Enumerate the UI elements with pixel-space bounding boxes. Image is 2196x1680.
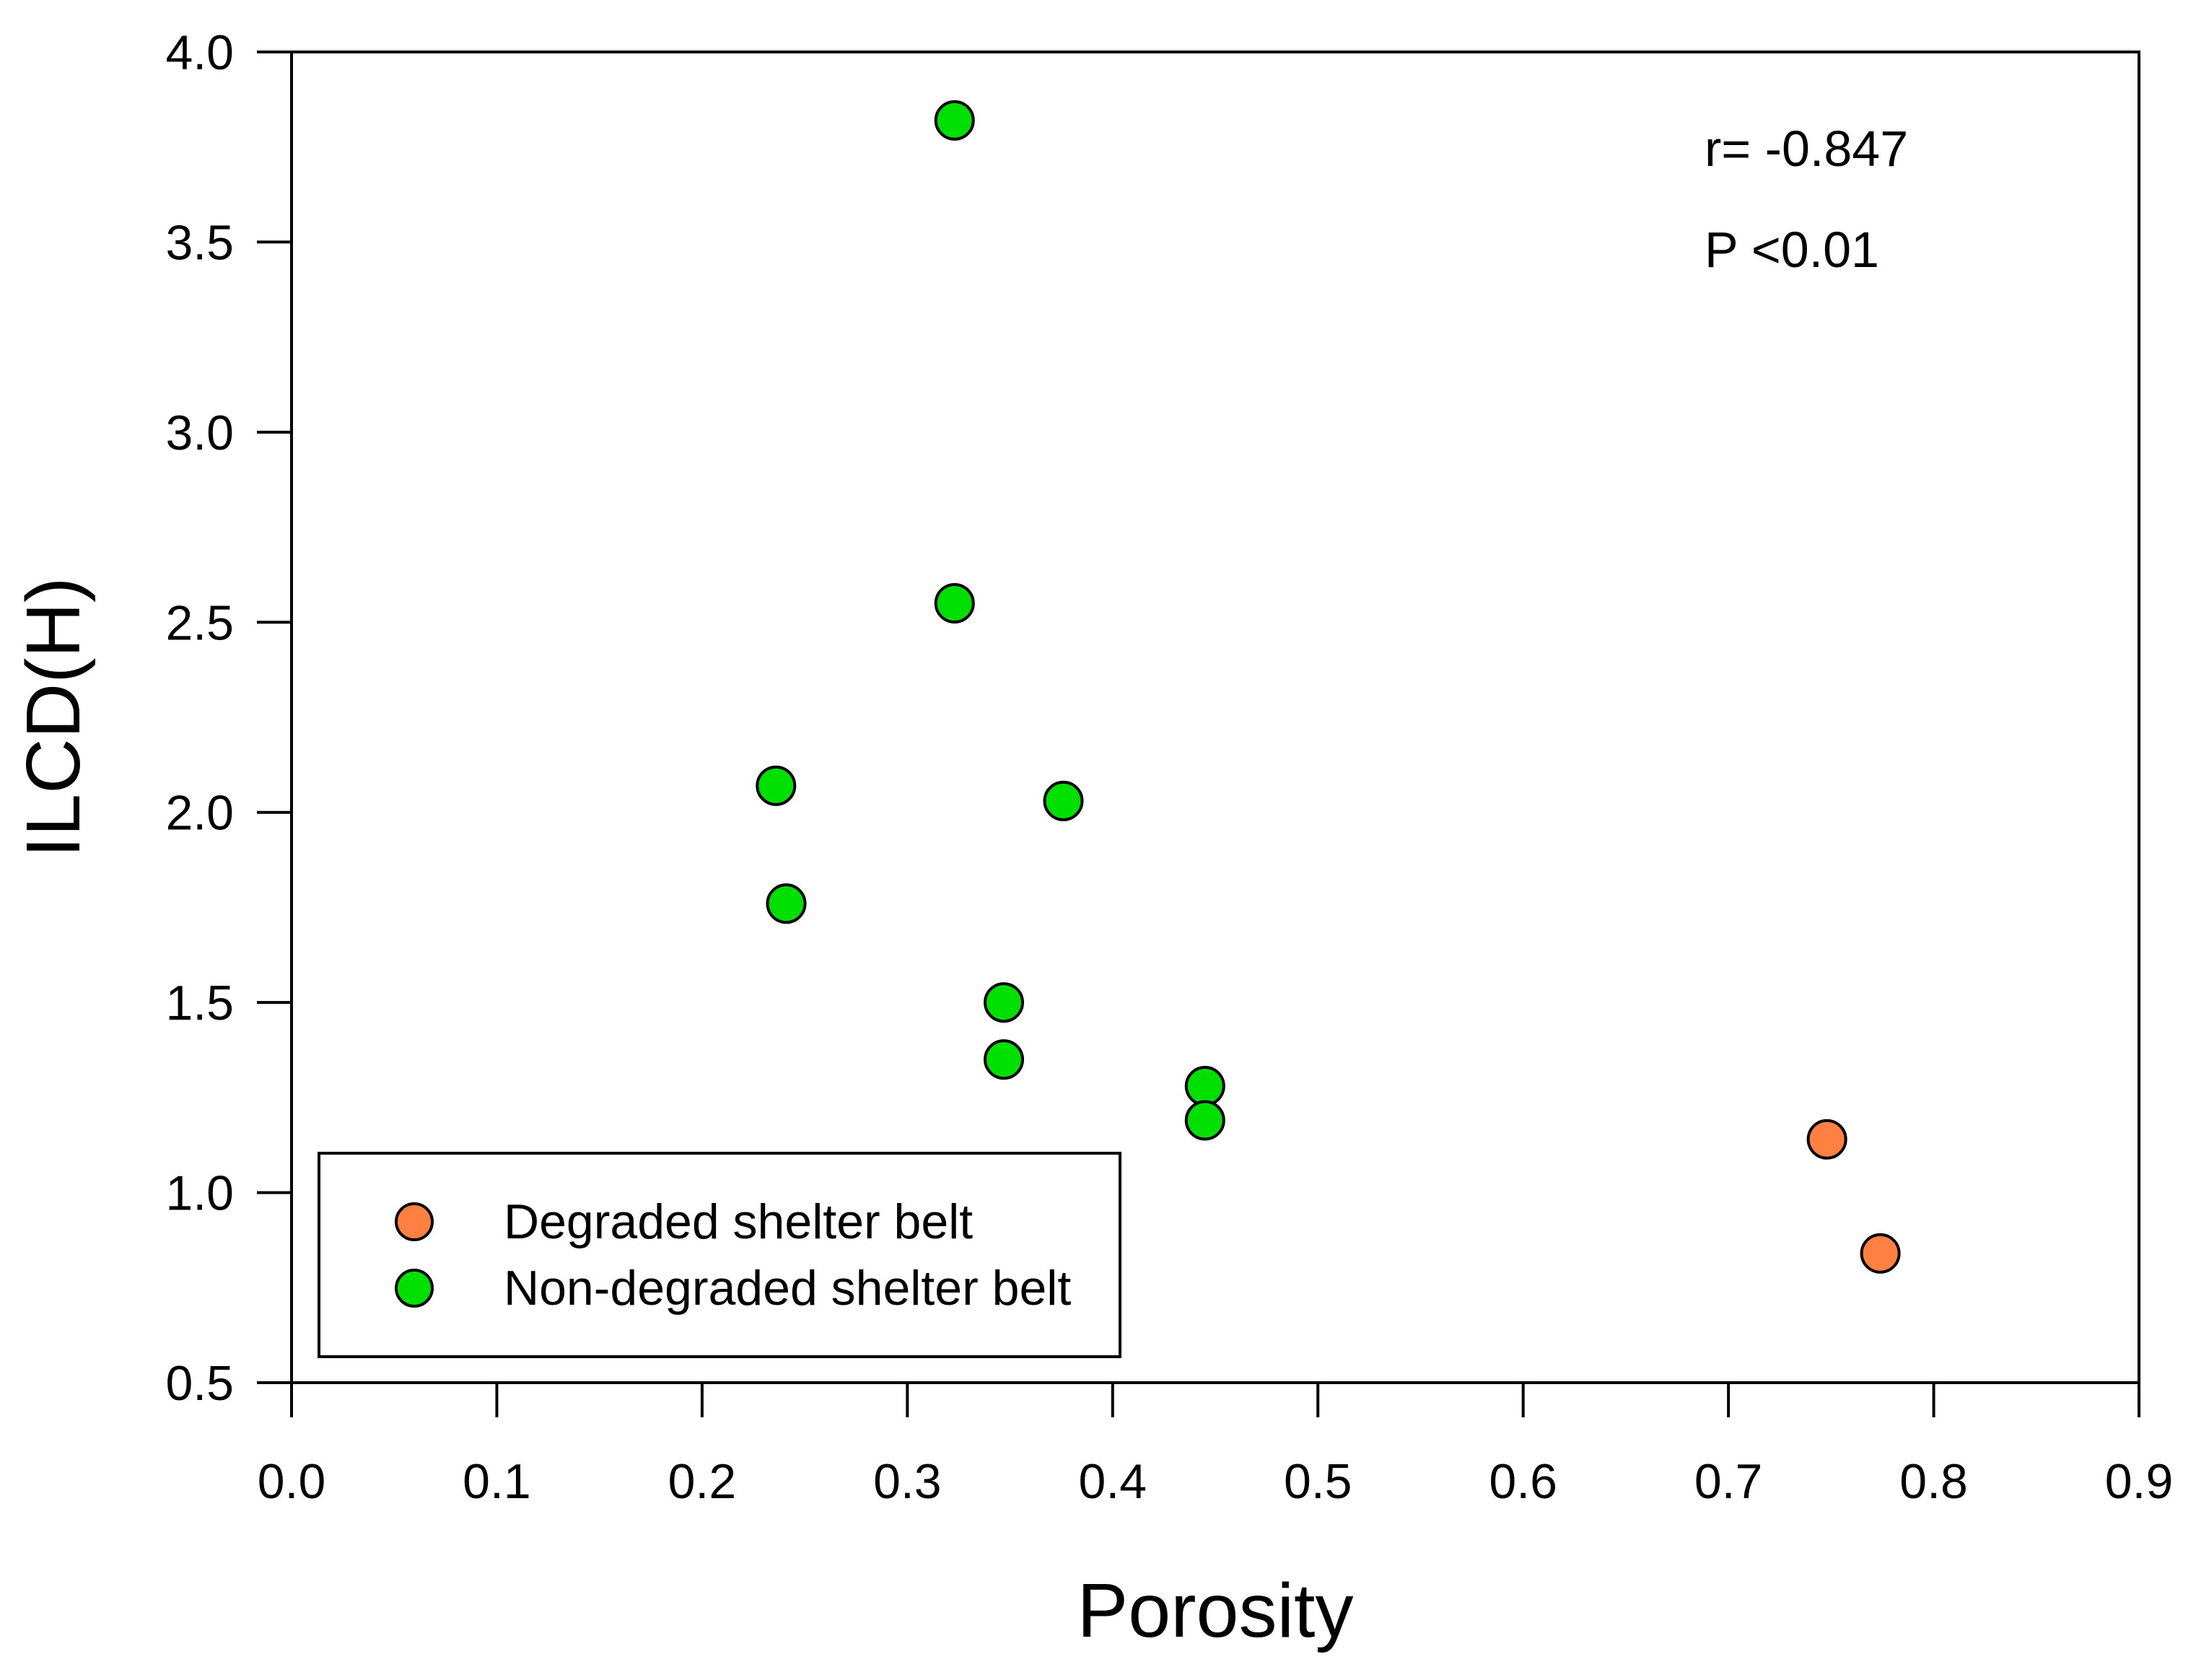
y-tick-label: 3.0 xyxy=(165,406,234,460)
x-axis: 0.0 0.1 0.2 0.3 0.4 0.5 0.6 0.7 0.8 0.9 xyxy=(258,1383,2174,1509)
y-tick-label: 3.5 xyxy=(165,215,234,270)
y-axis-title: ILCD(H) xyxy=(11,577,96,858)
y-tick-label: 1.5 xyxy=(165,976,234,1031)
x-tick-label: 0.1 xyxy=(463,1454,531,1509)
data-point-non-degraded xyxy=(984,982,1025,1023)
legend-box xyxy=(318,1152,1121,1358)
data-point-non-degraded xyxy=(756,765,797,806)
legend-label-non-degraded: Non-degraded shelter belt xyxy=(504,1261,1071,1316)
y-tick-label: 1.0 xyxy=(165,1166,234,1221)
data-point-non-degraded xyxy=(1184,1066,1225,1107)
y-tick-label: 2.5 xyxy=(165,595,234,650)
data-point-non-degraded xyxy=(934,582,975,624)
x-tick-label: 0.9 xyxy=(2105,1454,2174,1509)
x-tick-label: 0.8 xyxy=(1899,1454,1968,1509)
correlation-annotation: r= -0.847 xyxy=(1705,121,1908,177)
y-tick-label: 2.0 xyxy=(165,786,234,841)
x-tick-label: 0.0 xyxy=(258,1454,326,1509)
x-tick-label: 0.4 xyxy=(1079,1454,1147,1509)
data-point-non-degraded xyxy=(934,100,975,141)
p-value-annotation: P <0.01 xyxy=(1705,222,1879,278)
legend-marker-degraded xyxy=(395,1202,434,1241)
x-tick-label: 0.7 xyxy=(1694,1454,1763,1509)
x-tick-label: 0.6 xyxy=(1489,1454,1557,1509)
x-tick-label: 0.3 xyxy=(873,1454,942,1509)
y-tick-label: 0.5 xyxy=(165,1356,234,1411)
data-point-non-degraded xyxy=(1184,1100,1225,1141)
plot-frame xyxy=(290,51,2140,1384)
data-point-degraded xyxy=(1806,1119,1847,1160)
x-tick-label: 0.2 xyxy=(668,1454,737,1509)
legend: Degraded shelter belt Non-degraded shelt… xyxy=(318,1152,1121,1358)
data-point-non-degraded xyxy=(766,883,807,924)
y-tick-label: 4.0 xyxy=(165,25,234,80)
data-points xyxy=(756,100,1901,1274)
data-point-non-degraded xyxy=(1043,780,1084,821)
data-point-non-degraded xyxy=(984,1039,1025,1080)
legend-marker-non-degraded xyxy=(395,1269,434,1308)
legend-label-degraded: Degraded shelter belt xyxy=(504,1194,973,1249)
data-point-degraded xyxy=(1860,1233,1901,1274)
x-axis-title: Porosity xyxy=(1077,1568,1354,1653)
x-tick-label: 0.5 xyxy=(1284,1454,1352,1509)
y-axis: 0.5 1.0 1.5 2.0 2.5 3.0 3.5 4.0 xyxy=(165,25,292,1411)
